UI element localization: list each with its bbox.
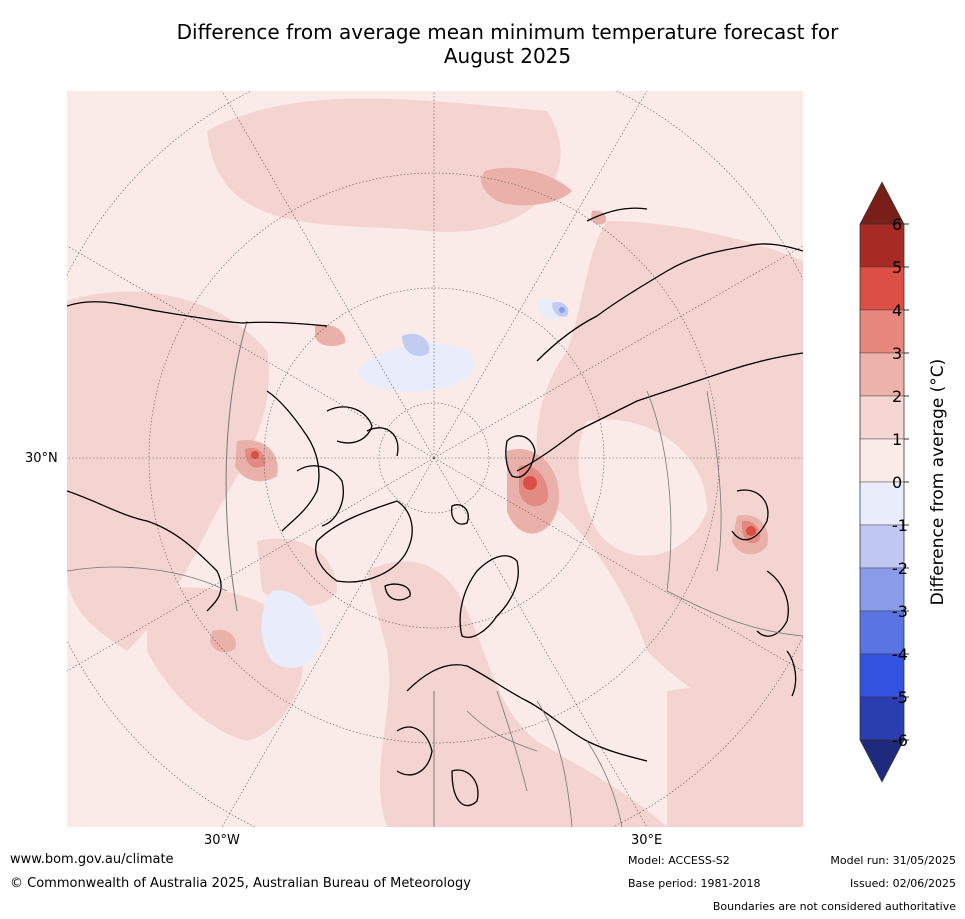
meridian-solid [225, 320, 435, 827]
colorbar: 6 5 4 3 2 1 0 -1 -2 -3 -4 -5 -6 [859, 181, 909, 783]
colorbar-band [859, 524, 905, 569]
colorbar-band [859, 567, 905, 612]
colorbar-tick-label: -3 [892, 602, 908, 621]
title-line-1: Difference from average mean minimum tem… [176, 20, 839, 44]
borders [67, 390, 803, 827]
lon-label-30w: 30°W [204, 833, 240, 848]
colorbar-tick-label: -6 [892, 731, 908, 750]
disclaimer-text: Boundaries are not considered authoritat… [712, 900, 956, 913]
colorbar-tick-label: 4 [892, 301, 902, 320]
anomaly-cool-3 [559, 307, 565, 313]
colorbar-band [859, 309, 905, 354]
colorbar-tick-label: 5 [892, 258, 902, 277]
colorbar-tick-label: 3 [892, 344, 902, 363]
chart-title: Difference from average mean minimum tem… [90, 20, 925, 68]
colorbar-tick-label: -4 [892, 645, 908, 664]
issued-text: Issued: 02/06/2025 [849, 877, 956, 890]
base-period-text: Base period: 1981-2018 [628, 877, 761, 890]
colorbar-tick-label: 2 [892, 387, 902, 406]
colorbar-bands [859, 223, 905, 741]
colorbar-band [859, 395, 905, 440]
colorbar-tick-label: 6 [892, 215, 902, 234]
colorbar-band [859, 481, 905, 526]
polar-map [67, 91, 803, 827]
colorbar-tick-label: -2 [892, 559, 908, 578]
anomaly-neutral [308, 354, 707, 556]
colorbar-label: Difference from average (°C) [928, 358, 948, 606]
colorbar-tick-label: -1 [892, 516, 908, 535]
website-link[interactable]: www.bom.gov.au/climate [10, 852, 174, 867]
colorbar-band [859, 653, 905, 698]
colorbar-band [859, 266, 905, 311]
coastlines [67, 207, 803, 807]
colorbar-ticks: 6 5 4 3 2 1 0 -1 -2 -3 -4 -5 -6 [892, 215, 909, 750]
colorbar-tick-label: 0 [892, 473, 902, 492]
anomaly-warm-4 [251, 451, 756, 536]
colorbar-band [859, 438, 905, 483]
lat-label-30n: 30°N [25, 451, 58, 466]
lon-label-30e: 30°E [631, 833, 663, 848]
graticule [67, 91, 803, 827]
colorbar-band [859, 352, 905, 397]
model-run-text: Model run: 31/05/2025 [830, 854, 956, 867]
colorbar-tick-label: -5 [892, 688, 908, 707]
copyright-text: © Commonwealth of Australia 2025, Austra… [10, 876, 471, 891]
model-text: Model: ACCESS-S2 [628, 854, 730, 867]
colorbar-tick-label: 1 [892, 430, 902, 449]
colorbar-band [859, 696, 905, 741]
colorbar-band [859, 610, 905, 655]
title-line-2: August 2025 [443, 44, 572, 68]
anomaly-cool [261, 299, 566, 668]
